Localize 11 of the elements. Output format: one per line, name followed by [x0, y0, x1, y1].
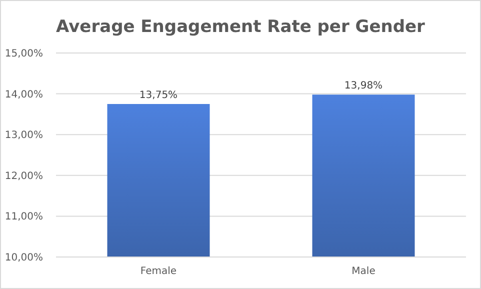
x-tick-label: Female	[140, 266, 177, 277]
chart-title: Average Engagement Rate per Gender	[56, 17, 426, 37]
y-tick-label: 13,00%	[4, 130, 43, 142]
y-tick-label: 14,00%	[4, 89, 43, 100]
y-tick-label: 10,00%	[4, 252, 43, 264]
data-label: 13,75%	[139, 90, 178, 101]
y-tick-label: 11,00%	[4, 212, 43, 223]
y-tick-label: 12,00%	[4, 170, 43, 182]
x-tick-label: Male	[352, 266, 376, 277]
data-label: 13,98%	[344, 80, 383, 92]
y-tick-label: 15,00%	[4, 48, 43, 60]
